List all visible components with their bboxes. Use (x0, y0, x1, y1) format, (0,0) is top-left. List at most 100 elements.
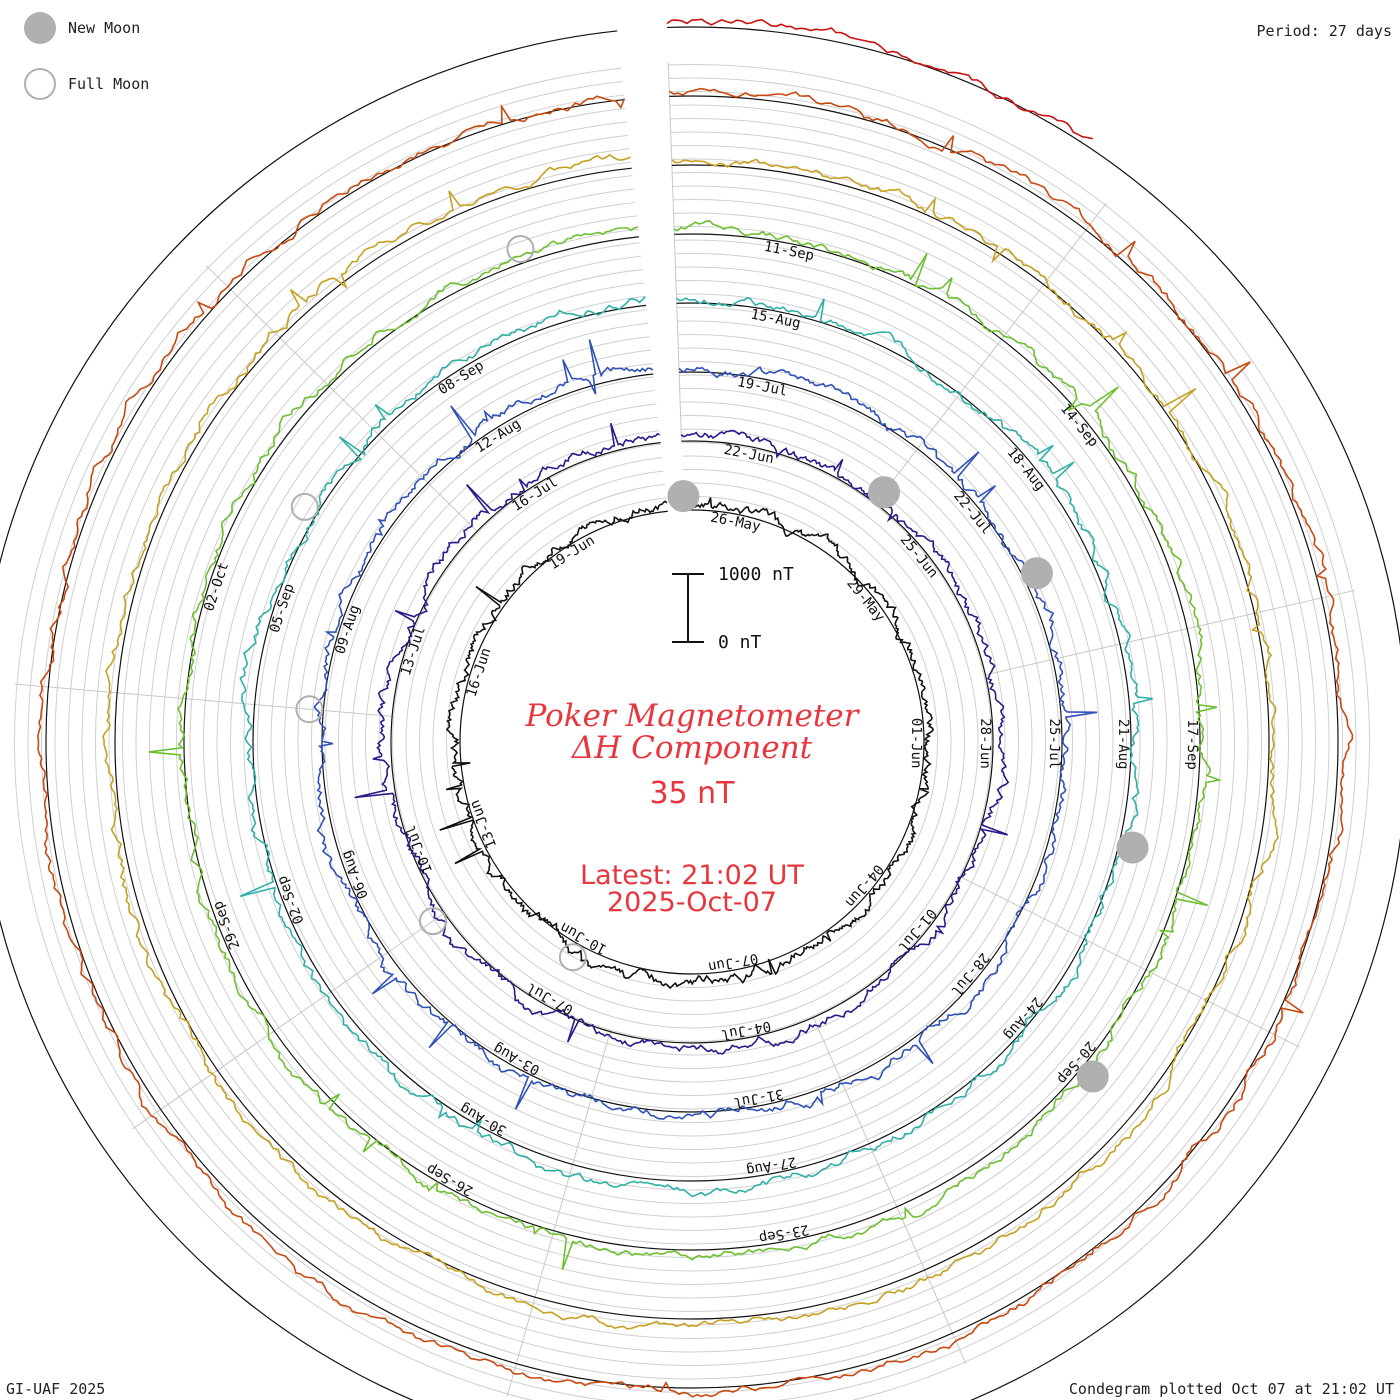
grid-ring (419, 469, 966, 1015)
grid-ring (189, 239, 1195, 1245)
grid-ring (351, 401, 1033, 1083)
grid-ring (135, 185, 1249, 1299)
full-moon-marker (506, 234, 535, 263)
full-moon-marker (558, 943, 587, 972)
grid-spoke (14, 683, 394, 717)
legend-new-moon: New Moon (24, 12, 140, 44)
grid-ring (27, 77, 1357, 1400)
cycle-baselines (0, 26, 1400, 1400)
baseline-ring (390, 440, 994, 1044)
grid-ring (365, 415, 1019, 1069)
full-moon-icon (24, 68, 56, 100)
grid-ring (13, 64, 1370, 1400)
series-line (148, 220, 1223, 1270)
day-label: 22-Jun (722, 442, 775, 468)
scale-bar: 1000 nT 0 nT (672, 564, 794, 653)
series-line (239, 296, 1153, 1198)
grid-ring (122, 172, 1263, 1312)
grid-spoke (506, 1030, 611, 1397)
grid-ring (378, 428, 1006, 1056)
new-moon-marker (1076, 1060, 1109, 1093)
center-title: Poker Magnetometer ΔH Component 35 nT La… (525, 698, 861, 918)
title-line-2: ΔH Component (571, 730, 813, 766)
period-label: Period: 27 days (1256, 22, 1392, 40)
legend-full-moon: Full Moon (24, 68, 149, 100)
baseline-ring (252, 302, 1132, 1182)
grid-spoke (874, 202, 1107, 505)
latest-date: 2025-Oct-07 (607, 887, 777, 918)
credit-label: GI-UAF 2025 (6, 1380, 106, 1398)
baseline-ring (459, 509, 925, 975)
new-moon-icon (24, 12, 56, 44)
day-label: 10-Jul (403, 823, 436, 876)
grid-ring (95, 144, 1289, 1339)
day-label: 17-Sep (1184, 719, 1200, 770)
grid-ring (149, 198, 1236, 1285)
day-label: 25-Jun (897, 532, 941, 581)
day-label: 16-Jun (464, 646, 495, 699)
grid-ring (108, 158, 1276, 1326)
baseline-ring (45, 95, 1339, 1389)
day-label: 04-Jul (720, 1017, 773, 1042)
grid-ring (68, 118, 1316, 1366)
series-line (37, 87, 1354, 1398)
day-label: 26-May (709, 510, 762, 536)
latest-value: 35 nT (649, 776, 735, 811)
grid-ring (432, 482, 952, 1002)
new-moon-marker (1116, 831, 1149, 864)
grid-ring (284, 334, 1100, 1150)
plotted-timestamp: Condegram plotted Oct 07 at 21:02 UT (1068, 1380, 1394, 1398)
grid-ring (324, 374, 1060, 1110)
grid-ring (257, 307, 1127, 1177)
grid-spoke (132, 912, 446, 1130)
scale-bar-top-label: 1000 nT (718, 564, 794, 585)
day-label: 28-Jun (977, 718, 993, 769)
baseline-ring (183, 233, 1201, 1251)
grid-ring (446, 496, 938, 988)
grid-ring (311, 361, 1073, 1123)
baseline-ring (114, 164, 1270, 1320)
grid-ring (202, 253, 1181, 1231)
day-label: 30-Aug (457, 1100, 509, 1138)
full-moon-marker (418, 907, 447, 936)
new-moon-marker (1020, 557, 1053, 590)
series-line (102, 154, 1279, 1330)
grid-ring (229, 280, 1154, 1204)
day-label: 25-Jul (1046, 719, 1062, 770)
series-line (666, 18, 1093, 140)
day-label: 29-May (843, 576, 887, 625)
day-label: 13-Jul (398, 625, 429, 678)
grid-spoke (206, 265, 479, 533)
legend-new-moon-label: New Moon (68, 19, 141, 37)
title-line-1: Poker Magnetometer (525, 698, 861, 734)
series-line (354, 422, 1010, 1055)
grid-ring (297, 347, 1087, 1137)
day-label: 21-Aug (1115, 719, 1131, 770)
polar-grid (13, 62, 1370, 1400)
day-label: 28-Jul (948, 949, 993, 998)
legend-full-moon-label: Full Moon (68, 75, 150, 93)
grid-spoke (812, 1016, 967, 1365)
day-label: 01-Jun (908, 718, 924, 769)
moon-markers (290, 234, 1149, 1093)
grid-ring (81, 131, 1303, 1353)
baseline-ring (0, 26, 1400, 1400)
day-label: 27-Aug (745, 1153, 798, 1178)
grid-ring (270, 320, 1114, 1164)
series-line (313, 339, 1098, 1120)
new-moon-marker (667, 480, 700, 513)
scale-bar-bottom-label: 0 nT (718, 632, 762, 653)
day-label: 08-Sep (436, 358, 487, 399)
grid-spoke (984, 589, 1355, 676)
full-moon-marker (295, 695, 324, 724)
grid-ring (54, 104, 1330, 1380)
grid-ring (392, 442, 992, 1042)
grid-ring (216, 266, 1168, 1218)
grid-spoke (959, 876, 1300, 1048)
grid-spoke (667, 62, 683, 443)
full-moon-marker (290, 492, 319, 521)
data-series (37, 18, 1354, 1398)
latest-time: Latest: 21:02 UT (580, 860, 804, 891)
grid-ring (162, 212, 1222, 1272)
grid-ring (405, 455, 979, 1029)
